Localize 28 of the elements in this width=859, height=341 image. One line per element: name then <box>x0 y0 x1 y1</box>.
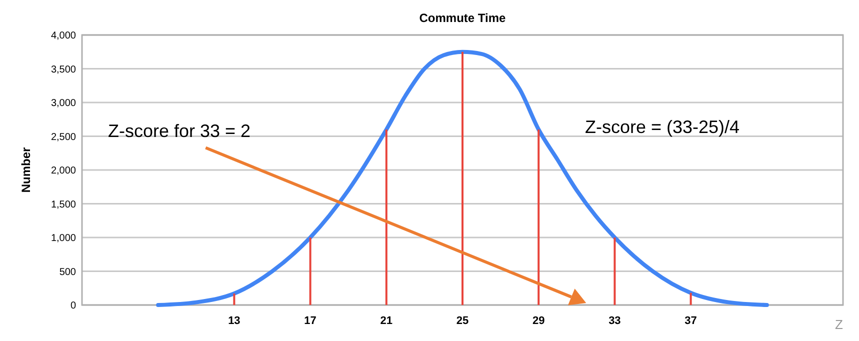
chart-title: Commute Time <box>419 11 506 25</box>
y-tick-label: 4,000 <box>50 30 76 42</box>
bar <box>690 292 692 305</box>
x-tick-label: 13 <box>228 315 240 327</box>
x-tick-label: 37 <box>684 315 697 327</box>
y-tick-label: 2,000 <box>50 166 76 176</box>
x-tick-label: 25 <box>456 315 469 327</box>
y-tick-label: 0 <box>70 300 76 312</box>
annotation: Z-score for 33 = 2 <box>108 121 251 141</box>
y-tick-label: 2,500 <box>50 132 76 143</box>
x-tick-label: 17 <box>304 315 316 327</box>
y-axis-title: Number <box>19 147 33 193</box>
bar <box>538 130 540 305</box>
y-tick-label: 1,500 <box>50 199 76 210</box>
bar <box>462 52 464 305</box>
bar <box>614 238 616 305</box>
x-tick-label: 29 <box>532 315 545 327</box>
x-axis-title: Z <box>835 317 844 332</box>
bar <box>385 130 388 305</box>
annotation: Z-score = (33-25)/4 <box>585 117 740 137</box>
bar <box>233 294 236 305</box>
y-tick-label: 3,500 <box>50 64 76 76</box>
x-tick-label: 33 <box>608 315 621 327</box>
y-tick-label: 3,000 <box>50 98 76 109</box>
y-tick-label: 1,000 <box>50 233 76 244</box>
x-tick-label: 21 <box>380 315 393 327</box>
y-tick-label: 500 <box>59 266 76 278</box>
bar <box>309 238 312 305</box>
